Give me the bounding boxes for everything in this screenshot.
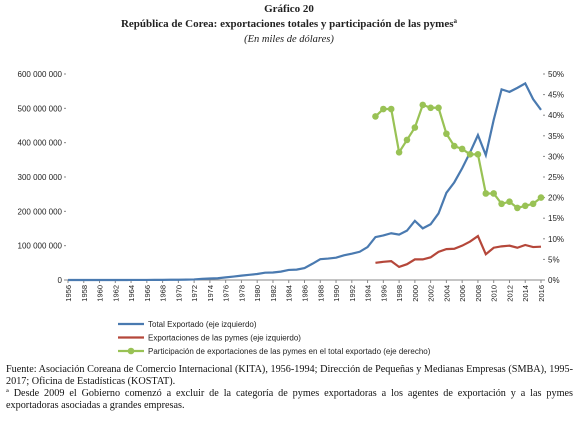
legend-label: Participación de exportaciones de las py… — [148, 347, 431, 356]
y-tick-label: 200 000 000 — [18, 207, 63, 216]
x-tick-label: 1992 — [348, 285, 357, 302]
x-tick-label: 1978 — [237, 285, 246, 302]
x-tick-label: 1986 — [301, 285, 310, 302]
series-marker — [498, 200, 505, 208]
series-marker — [372, 113, 379, 120]
series-marker — [474, 151, 482, 158]
subtitle-superscript: a — [454, 17, 458, 25]
series-marker — [411, 124, 419, 131]
series-marker — [387, 105, 395, 113]
y2-tick-label: 50% — [548, 70, 564, 79]
x-tick-label: 1958 — [80, 285, 89, 302]
unit-note: (En miles de dólares) — [244, 34, 334, 45]
series-marker — [427, 104, 434, 112]
x-tick-label: 1966 — [143, 285, 152, 302]
x-tick-label: 2006 — [458, 285, 467, 302]
x-tick-label: 1994 — [364, 285, 373, 302]
x-tick-label: 2008 — [474, 285, 483, 302]
y-tick-label: 300 000 000 — [18, 173, 63, 182]
chart-subtitle: República de Corea: exportaciones totale… — [121, 17, 458, 30]
series-marker — [458, 145, 466, 153]
y-tick-label: 400 000 000 — [18, 139, 63, 148]
x-tick-label: 1996 — [379, 285, 388, 302]
y2-tick-label: 45% — [548, 91, 564, 100]
y2-tick-label: 10% — [548, 235, 564, 244]
series-marker — [482, 190, 490, 197]
legend-marker — [127, 347, 135, 355]
series-marker — [490, 190, 498, 197]
series-marker — [529, 200, 537, 208]
x-tick-label: 1982 — [269, 285, 278, 302]
chart: Gráfico 20 República de Corea: exportaci… — [18, 3, 565, 356]
x-tick-label: 2014 — [521, 285, 530, 302]
series-line — [67, 81, 542, 282]
series-marker — [506, 198, 513, 206]
x-tick-label: 2002 — [427, 285, 436, 302]
y2-tick-label: 25% — [548, 173, 564, 182]
x-tick-label: 2016 — [537, 285, 546, 302]
x-tick-label: 2000 — [411, 285, 420, 302]
x-tick-label: 1964 — [127, 285, 136, 302]
series-marker — [537, 194, 545, 201]
x-tick-label: 2012 — [505, 285, 514, 302]
y2-tick-label: 40% — [548, 111, 564, 120]
x-tick-label: 1962 — [111, 285, 120, 302]
x-tick-label: 1968 — [159, 285, 168, 302]
y-tick-label: 100 000 000 — [18, 242, 63, 251]
legend-label: Total Exportado (eje izquierdo) — [148, 320, 257, 329]
y2-tick-label: 35% — [548, 132, 564, 141]
x-tick-label: 2010 — [490, 285, 499, 302]
x-tick-label: 1988 — [316, 285, 325, 302]
x-tick-label: 1956 — [64, 285, 73, 302]
x-tick-label: 2004 — [442, 285, 451, 302]
series-marker — [466, 151, 474, 158]
x-tick-label: 1970 — [174, 285, 183, 302]
series-line — [374, 103, 542, 210]
source-note: Fuente: Asociación Coreana de Comercio I… — [6, 364, 573, 387]
y2-tick-label: 5% — [548, 255, 560, 264]
footnote: ª Desde 2009 el Gobierno comenzó a exclu… — [6, 388, 573, 411]
y-tick-label: 600 000 000 — [18, 70, 63, 79]
series-marker — [403, 136, 411, 144]
series-marker — [450, 142, 458, 150]
x-tick-label: 1990 — [332, 285, 341, 302]
subtitle-text: República de Corea: exportaciones totale… — [121, 18, 454, 30]
series-marker — [380, 105, 387, 113]
y-tick-label: 0 — [58, 276, 63, 285]
y2-tick-label: 30% — [548, 152, 564, 161]
x-tick-label: 1974 — [206, 285, 215, 302]
series-marker — [395, 148, 403, 156]
y2-tick-label: 20% — [548, 194, 564, 203]
x-tick-label: 1960 — [96, 285, 105, 302]
series-marker — [419, 101, 427, 109]
legend-label: Exportaciones de las pymes (eje izquierd… — [148, 334, 301, 343]
y2-tick-label: 15% — [548, 214, 564, 223]
series-marker — [443, 130, 450, 138]
chart-title: Gráfico 20 — [264, 3, 314, 15]
series-marker — [514, 204, 521, 212]
series-marker — [435, 104, 442, 112]
series-marker — [521, 202, 529, 210]
x-tick-label: 1998 — [395, 285, 404, 302]
x-tick-label: 1984 — [285, 285, 294, 302]
x-tick-label: 1976 — [222, 285, 231, 302]
y2-tick-label: 0% — [548, 276, 560, 285]
notes: Fuente: Asociación Coreana de Comercio I… — [6, 364, 573, 412]
series-line — [375, 234, 542, 269]
y-tick-label: 500 000 000 — [18, 104, 63, 113]
x-tick-label: 1980 — [253, 285, 262, 302]
x-tick-label: 1972 — [190, 285, 199, 302]
